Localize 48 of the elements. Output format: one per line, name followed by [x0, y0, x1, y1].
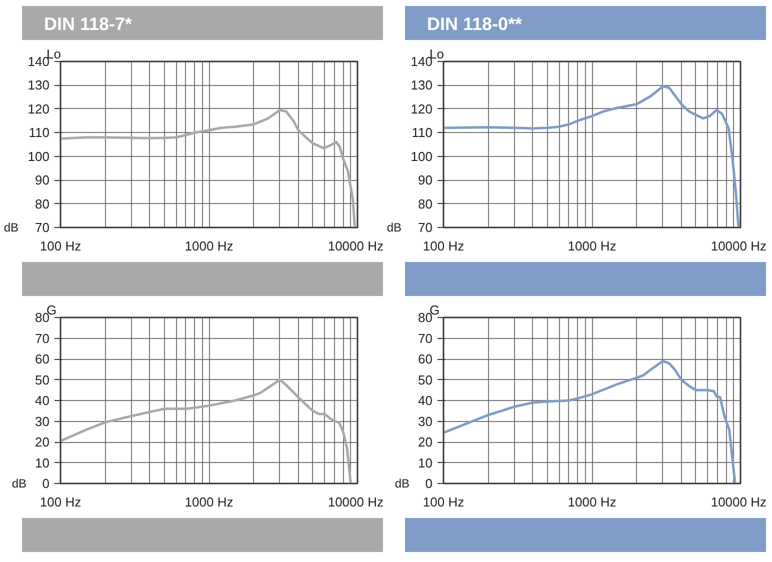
- x-tick-label: 10000 Hz: [328, 494, 384, 510]
- x-tick-label: 10000 Hz: [710, 494, 767, 510]
- y-tick-label: 70: [418, 330, 433, 346]
- y-tick-label: 20: [418, 434, 433, 450]
- y-tick-label: 40: [35, 393, 50, 408]
- text: dB: [394, 476, 410, 490]
- y-tick-label: 60: [418, 352, 433, 366]
- y-tick-label: 0: [425, 476, 433, 491]
- y-tick-label: 10: [35, 455, 50, 470]
- x-tick-label: 1000 Hz: [184, 494, 234, 510]
- y-tick-label: 30: [35, 414, 50, 429]
- x-tick-label: 10000 Hz: [328, 238, 384, 254]
- text: dB: [386, 220, 402, 234]
- y-tick-label: 120: [28, 101, 50, 116]
- x-tick-label: 1000 Hz: [184, 238, 234, 254]
- text: dB: [4, 220, 19, 234]
- y-tick-label: 110: [28, 125, 50, 140]
- y-tick-label: 120: [410, 101, 433, 116]
- y-tick-label: 80: [418, 196, 433, 212]
- y-tick-label: 80: [35, 196, 50, 212]
- header-bar: DIN 118-0**: [405, 6, 766, 40]
- x-tick-label: 100 Hz: [40, 238, 82, 254]
- y-tick-label: 70: [35, 220, 50, 235]
- y-tick-label: 40: [418, 393, 433, 408]
- y-tick-label: 60: [35, 352, 50, 366]
- y-tick-label: 110: [412, 125, 433, 140]
- y-tick-label: 90: [418, 172, 433, 188]
- y-tick-label: 100: [28, 148, 50, 164]
- x-tick-label: 1000 Hz: [568, 494, 616, 510]
- x-tick-label: 10000 Hz: [710, 238, 767, 254]
- x-tick-label: 1000 Hz: [568, 238, 616, 254]
- text: dB: [12, 476, 27, 490]
- x-tick-label: 100 Hz: [40, 494, 82, 510]
- y-tick-label: 90: [35, 172, 50, 188]
- y-tick-label: 70: [35, 330, 50, 346]
- y-tick-label: 100: [410, 148, 433, 164]
- x-tick-label: 100 Hz: [422, 494, 464, 510]
- y-tick-label: 130: [410, 78, 433, 93]
- y-tick-label: 0: [42, 476, 50, 491]
- y-tick-label: 130: [28, 78, 50, 93]
- x-tick-label: 100 Hz: [422, 238, 464, 254]
- y-tick-label: 20: [35, 434, 50, 450]
- y-tick-label: 70: [418, 220, 433, 235]
- header-bar: DIN 118-7*: [22, 6, 383, 40]
- y-tick-label: 50: [418, 372, 433, 388]
- y-tick-label: 30: [418, 414, 433, 429]
- y-tick-label: 50: [35, 372, 50, 388]
- y-tick-label: 10: [418, 455, 433, 470]
